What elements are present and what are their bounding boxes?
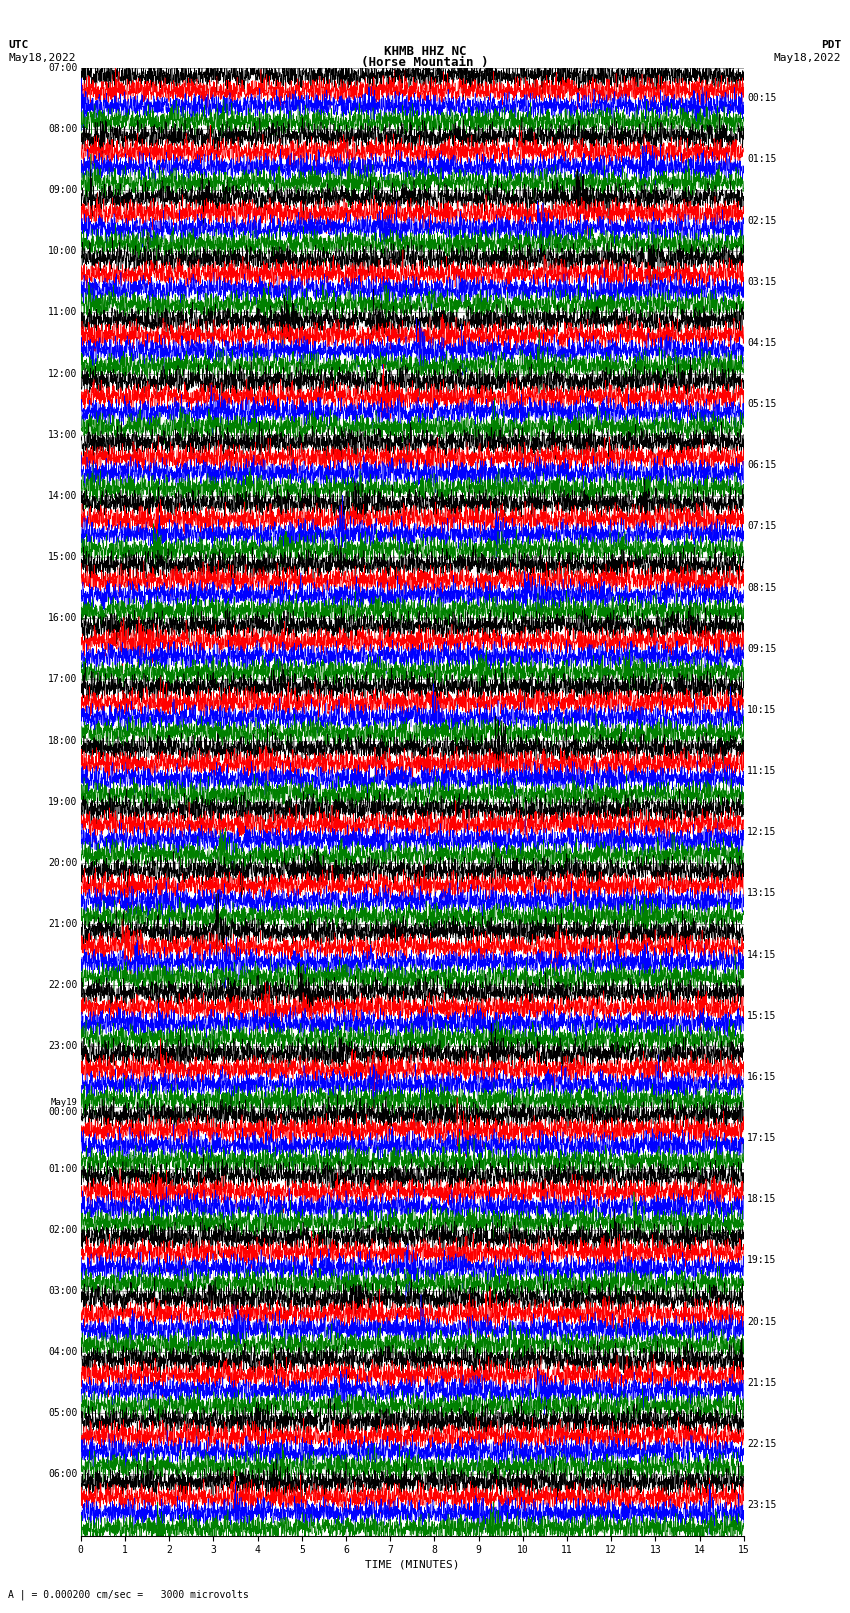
Text: 05:15: 05:15: [747, 398, 776, 410]
Text: 23:00: 23:00: [48, 1042, 77, 1052]
Text: 01:00: 01:00: [48, 1163, 77, 1174]
Text: May18,2022: May18,2022: [8, 53, 76, 63]
Text: 08:00: 08:00: [48, 124, 77, 134]
Text: May18,2022: May18,2022: [774, 53, 842, 63]
Text: 03:00: 03:00: [48, 1286, 77, 1295]
Text: 10:15: 10:15: [747, 705, 776, 715]
Text: 06:00: 06:00: [48, 1469, 77, 1479]
X-axis label: TIME (MINUTES): TIME (MINUTES): [365, 1560, 460, 1569]
Text: 11:15: 11:15: [747, 766, 776, 776]
Text: 07:00: 07:00: [48, 63, 77, 73]
Text: 21:00: 21:00: [48, 919, 77, 929]
Text: 01:15: 01:15: [747, 155, 776, 165]
Text: 06:15: 06:15: [747, 460, 776, 471]
Text: 00:15: 00:15: [747, 94, 776, 103]
Text: 12:00: 12:00: [48, 368, 77, 379]
Text: 19:00: 19:00: [48, 797, 77, 806]
Text: 23:15: 23:15: [747, 1500, 776, 1510]
Text: 20:00: 20:00: [48, 858, 77, 868]
Text: | = 0.000200 cm/sec: | = 0.000200 cm/sec: [366, 69, 484, 79]
Text: 16:15: 16:15: [747, 1073, 776, 1082]
Text: 22:00: 22:00: [48, 981, 77, 990]
Text: 09:15: 09:15: [747, 644, 776, 653]
Text: 05:00: 05:00: [48, 1408, 77, 1418]
Text: 10:00: 10:00: [48, 247, 77, 256]
Text: 15:00: 15:00: [48, 552, 77, 561]
Text: 21:15: 21:15: [747, 1378, 776, 1387]
Text: 02:00: 02:00: [48, 1224, 77, 1236]
Text: 14:00: 14:00: [48, 490, 77, 502]
Text: 18:00: 18:00: [48, 736, 77, 745]
Text: 20:15: 20:15: [747, 1316, 776, 1326]
Text: 14:15: 14:15: [747, 950, 776, 960]
Text: 17:15: 17:15: [747, 1132, 776, 1144]
Text: 19:15: 19:15: [747, 1255, 776, 1265]
Text: 07:15: 07:15: [747, 521, 776, 531]
Text: 16:00: 16:00: [48, 613, 77, 623]
Text: 04:00: 04:00: [48, 1347, 77, 1357]
Text: KHMB HHZ NC: KHMB HHZ NC: [383, 45, 467, 58]
Text: UTC: UTC: [8, 40, 29, 50]
Text: (Horse Mountain ): (Horse Mountain ): [361, 56, 489, 69]
Text: 08:15: 08:15: [747, 582, 776, 592]
Text: 13:15: 13:15: [747, 889, 776, 898]
Text: 03:15: 03:15: [747, 277, 776, 287]
Text: 11:00: 11:00: [48, 308, 77, 318]
Text: May19: May19: [50, 1098, 77, 1108]
Text: 04:15: 04:15: [747, 339, 776, 348]
Text: A | = 0.000200 cm/sec =   3000 microvolts: A | = 0.000200 cm/sec = 3000 microvolts: [8, 1589, 249, 1600]
Text: 00:00: 00:00: [48, 1108, 77, 1118]
Text: PDT: PDT: [821, 40, 842, 50]
Text: 15:15: 15:15: [747, 1011, 776, 1021]
Text: 17:00: 17:00: [48, 674, 77, 684]
Text: 02:15: 02:15: [747, 216, 776, 226]
Text: 13:00: 13:00: [48, 429, 77, 440]
Text: 22:15: 22:15: [747, 1439, 776, 1448]
Text: 18:15: 18:15: [747, 1194, 776, 1205]
Text: 09:00: 09:00: [48, 185, 77, 195]
Text: 12:15: 12:15: [747, 827, 776, 837]
